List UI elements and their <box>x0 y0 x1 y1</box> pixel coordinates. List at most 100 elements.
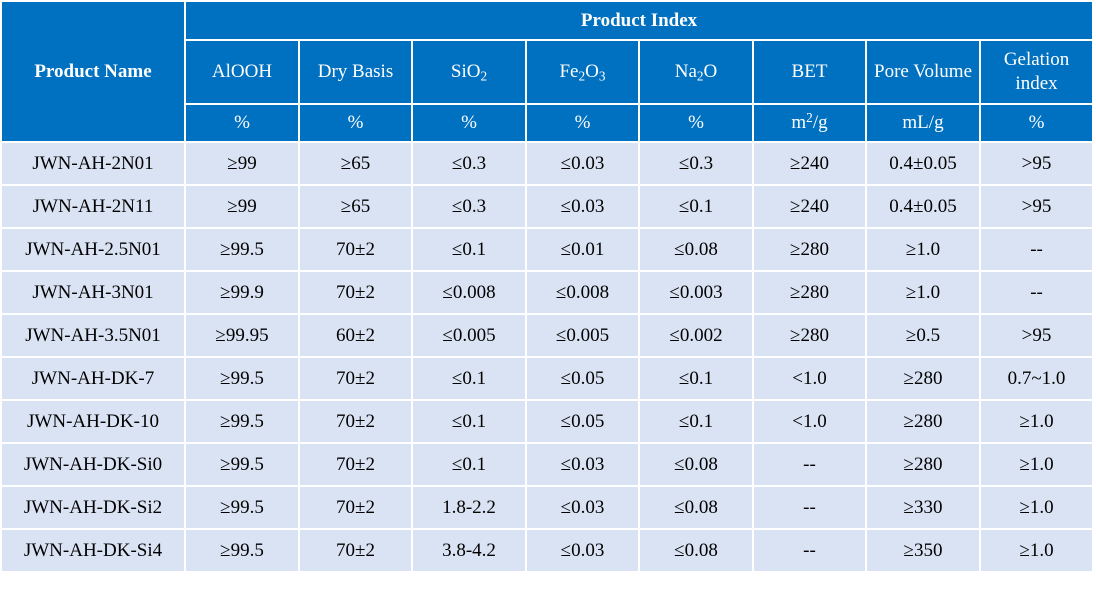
table-cell: <1.0 <box>752 356 867 401</box>
table-cell: ≥1.0 <box>978 442 1095 487</box>
table-row: JWN-AH-DK-10 ≥99.5 70±2 ≤0.1 ≤0.05 ≤0.1 <1.0 ≥2… <box>0 399 1095 444</box>
table-row: JWN-AH-3.5N01 ≥99.95 60±2 ≤0.005 ≤0.005 ≤0.00… <box>0 313 1095 358</box>
table-cell: 70±2 <box>298 528 413 573</box>
table-cell: ≤0.003 <box>638 270 754 315</box>
table-cell: 70±2 <box>298 485 413 530</box>
table-cell: ≥1.0 <box>978 399 1095 444</box>
table-cell: ≥330 <box>865 485 981 530</box>
unit-alooh: % <box>184 103 300 143</box>
table-cell: ≤0.1 <box>638 184 754 229</box>
table-cell: ≥99.5 <box>184 399 300 444</box>
col-header-pore-volume: Pore Volume <box>865 39 981 105</box>
unit-bet: m2/g <box>752 103 867 143</box>
table-cell: ≥1.0 <box>865 227 981 272</box>
table-cell: -- <box>752 485 867 530</box>
product-name-cell: JWN-AH-2.5N01 <box>0 227 186 272</box>
product-name-cell: JWN-AH-DK-Si4 <box>0 528 186 573</box>
table-cell: ≥0.5 <box>865 313 981 358</box>
table-cell: ≤0.03 <box>525 141 640 186</box>
table-cell: ≤0.1 <box>638 399 754 444</box>
table-cell: ≥99 <box>184 141 300 186</box>
table-row: JWN-AH-DK-Si2 ≥99.5 70±2 1.8-2.2 ≤0.03 ≤0.08-… <box>0 485 1095 530</box>
table-cell: <1.0 <box>752 399 867 444</box>
col-header-fe2o3: Fe2O3 <box>525 39 640 105</box>
table-cell: ≤0.1 <box>411 442 527 487</box>
table-cell: ≤0.1 <box>638 356 754 401</box>
table-cell: ≤0.03 <box>525 184 640 229</box>
table-cell: 3.8-4.2 <box>411 528 527 573</box>
table-cell: ≥1.0 <box>978 485 1095 530</box>
table-cell: ≤0.03 <box>525 528 640 573</box>
table-cell: ≤0.005 <box>411 313 527 358</box>
table-cell: ≥280 <box>752 313 867 358</box>
table-cell: -- <box>752 528 867 573</box>
table-cell: >95 <box>978 141 1095 186</box>
table-cell: ≤0.1 <box>411 227 527 272</box>
product-spec-table: Product Name Product Index AlOOH Dry Bas… <box>0 0 1095 573</box>
table-cell: ≤0.002 <box>638 313 754 358</box>
table-cell: 70±2 <box>298 227 413 272</box>
table-cell: ≥240 <box>752 141 867 186</box>
table-cell: 70±2 <box>298 442 413 487</box>
table-row: JWN-AH-DK-7 ≥99.5 70±2 ≤0.1 ≤0.05 ≤0.1 <1.0 ≥28… <box>0 356 1095 401</box>
product-name-header: Product Name <box>0 0 186 143</box>
col-header-gelation-index: Gelation index <box>978 39 1095 105</box>
col-header-na2o: Na2O <box>638 39 754 105</box>
table-cell: ≤0.01 <box>525 227 640 272</box>
table-cell: ≤0.008 <box>525 270 640 315</box>
table-cell: 70±2 <box>298 399 413 444</box>
table-header: Product Name Product Index AlOOH Dry Bas… <box>0 0 1095 143</box>
table-cell: ≥65 <box>298 141 413 186</box>
table-cell: ≤0.3 <box>411 184 527 229</box>
table-cell: 0.7~1.0 <box>978 356 1095 401</box>
table-cell: ≥1.0 <box>978 528 1095 573</box>
table-cell: 60±2 <box>298 313 413 358</box>
table-row: JWN-AH-2N01 ≥99 ≥65 ≤0.3 ≤0.03 ≤0.3 ≥240 0.4±0.… <box>0 141 1095 186</box>
table-cell: ≥280 <box>865 356 981 401</box>
col-header-alooh: AlOOH <box>184 39 300 105</box>
table-cell: 70±2 <box>298 356 413 401</box>
table-cell: ≤0.03 <box>525 442 640 487</box>
table-cell: ≤0.08 <box>638 227 754 272</box>
table-cell: ≥65 <box>298 184 413 229</box>
table-row: JWN-AH-DK-Si0 ≥99.5 70±2 ≤0.1 ≤0.03 ≤0.08 -- ≥2… <box>0 442 1095 487</box>
product-name-cell: JWN-AH-DK-Si2 <box>0 485 186 530</box>
table-row: JWN-AH-2N11 ≥99 ≥65 ≤0.3 ≤0.03 ≤0.1 ≥240 0.4±0.… <box>0 184 1095 229</box>
table-cell: ≤0.08 <box>638 485 754 530</box>
table-cell: ≥240 <box>752 184 867 229</box>
product-name-cell: JWN-AH-DK-10 <box>0 399 186 444</box>
table-cell: 70±2 <box>298 270 413 315</box>
table-body: JWN-AH-2N01 ≥99 ≥65 ≤0.3 ≤0.03 ≤0.3 ≥240 0.4±0.… <box>0 141 1095 573</box>
table-row: JWN-AH-DK-Si4 ≥99.5 70±2 3.8-4.2 ≤0.03 ≤0.08-… <box>0 528 1095 573</box>
table-cell: ≥280 <box>752 270 867 315</box>
table-cell: ≥99.5 <box>184 528 300 573</box>
table-cell: ≤0.05 <box>525 399 640 444</box>
table-cell: ≤0.08 <box>638 528 754 573</box>
table-cell: ≤0.08 <box>638 442 754 487</box>
table-cell: ≤0.03 <box>525 485 640 530</box>
table-cell: -- <box>978 227 1095 272</box>
table-cell: ≤0.1 <box>411 356 527 401</box>
product-name-cell: JWN-AH-DK-7 <box>0 356 186 401</box>
table-cell: ≤0.1 <box>411 399 527 444</box>
table-cell: >95 <box>978 313 1095 358</box>
table-cell: ≥1.0 <box>865 270 981 315</box>
table-cell: 1.8-2.2 <box>411 485 527 530</box>
product-name-cell: JWN-AH-3N01 <box>0 270 186 315</box>
table-cell: ≥99.5 <box>184 442 300 487</box>
product-index-header: Product Index <box>183 0 1095 41</box>
product-name-cell: JWN-AH-2N11 <box>0 184 186 229</box>
unit-na2o: % <box>638 103 754 143</box>
product-name-cell: JWN-AH-3.5N01 <box>0 313 186 358</box>
table-cell: -- <box>978 270 1095 315</box>
table-cell: ≤0.3 <box>638 141 754 186</box>
table-cell: ≥280 <box>752 227 867 272</box>
table-cell: 0.4±0.05 <box>865 141 981 186</box>
table-cell: ≥99.9 <box>184 270 300 315</box>
table-cell: 0.4±0.05 <box>865 184 981 229</box>
table-cell: ≥99 <box>184 184 300 229</box>
table-cell: ≥99.5 <box>184 356 300 401</box>
table-cell: ≤0.05 <box>525 356 640 401</box>
table-cell: ≤0.3 <box>411 141 527 186</box>
unit-gelation-index: % <box>978 103 1095 143</box>
